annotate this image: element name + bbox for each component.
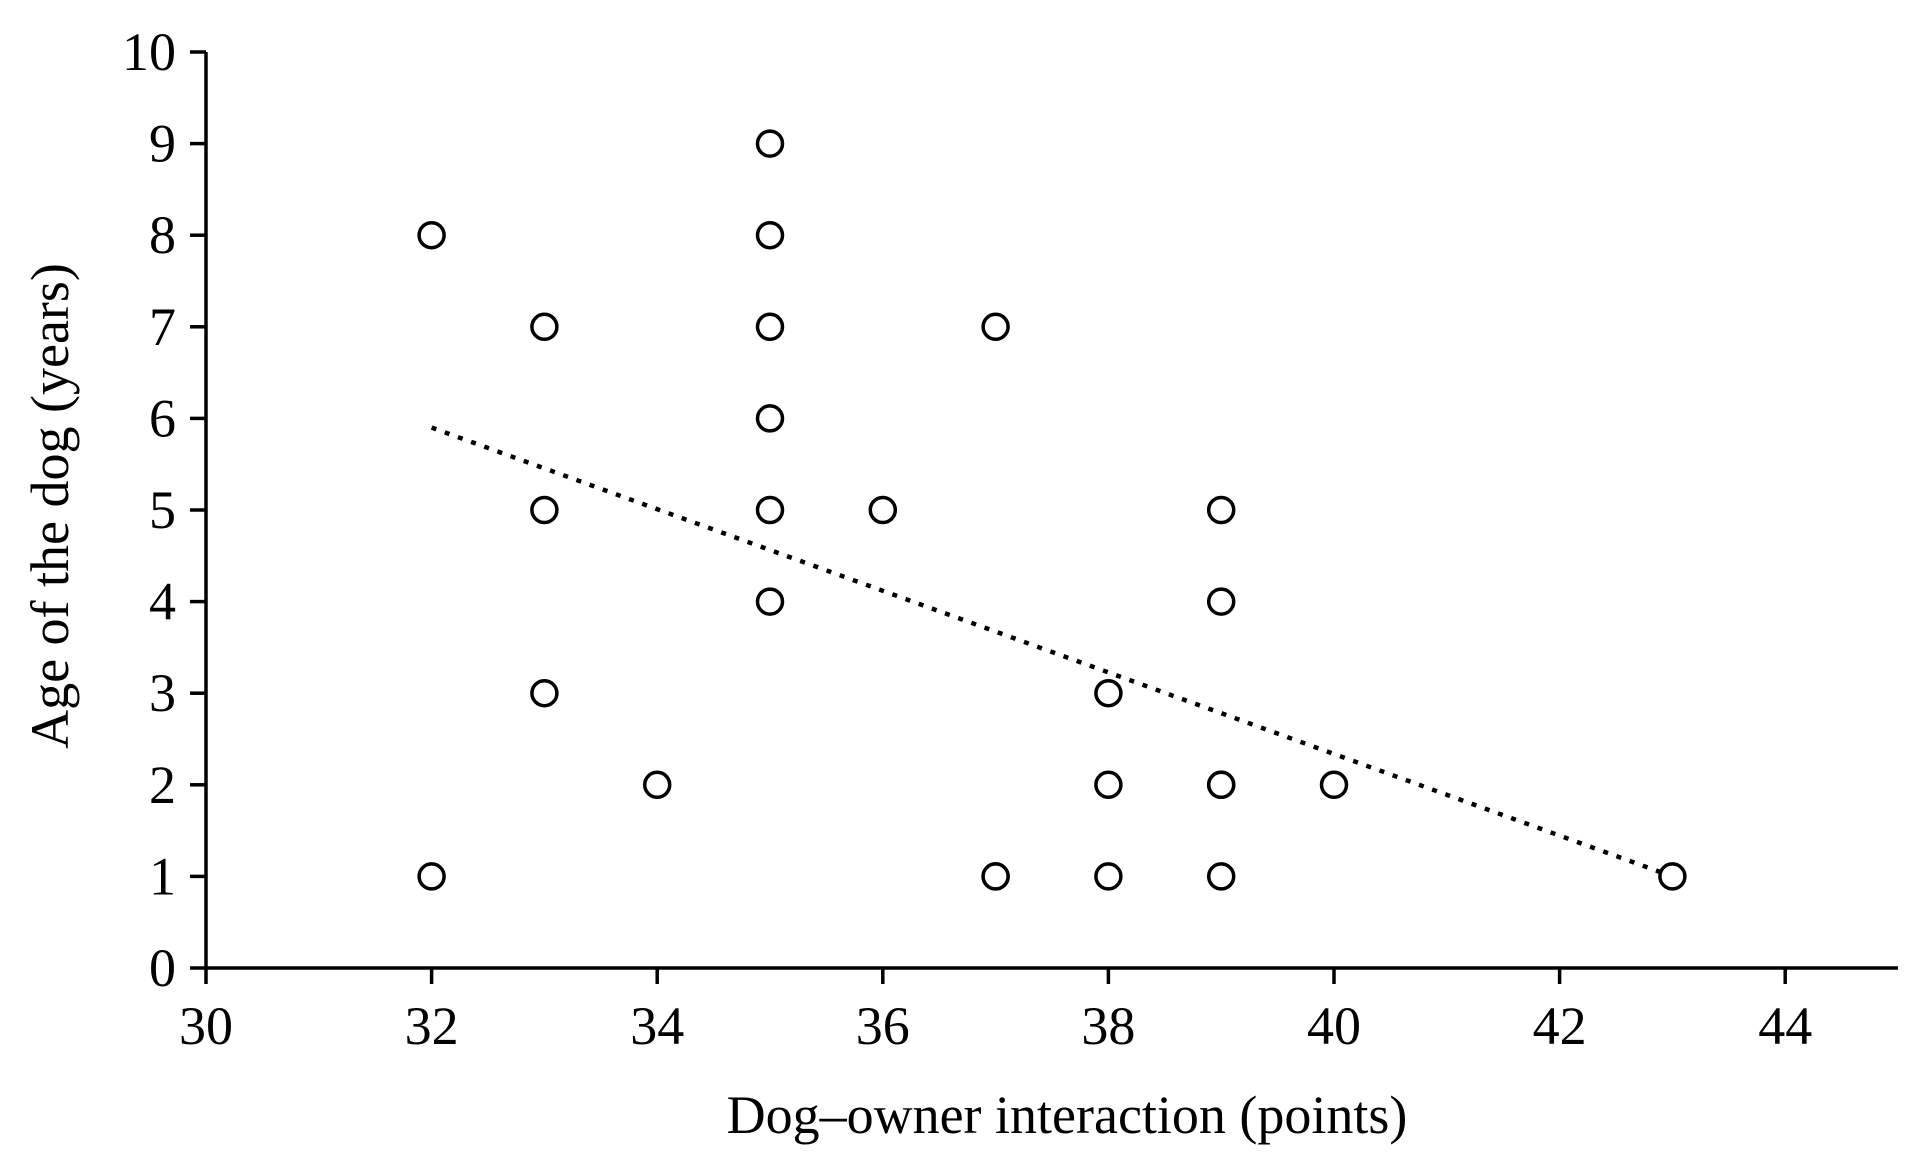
y-tick-label: 8 xyxy=(149,205,176,265)
x-tick-label: 40 xyxy=(1307,996,1361,1056)
trendline-layer xyxy=(430,425,1674,879)
x-tick-label: 44 xyxy=(1758,996,1812,1056)
y-tick-label: 9 xyxy=(149,114,176,174)
data-point xyxy=(981,312,1010,342)
data-point xyxy=(530,312,559,342)
data-point xyxy=(981,862,1010,891)
data-point xyxy=(1094,770,1123,800)
data-point xyxy=(417,220,446,250)
data-point xyxy=(755,129,785,158)
data-point xyxy=(530,495,559,525)
y-tick-label: 2 xyxy=(149,755,176,815)
y-tick-label: 7 xyxy=(149,297,176,357)
y-tick-label: 4 xyxy=(149,572,176,632)
y-tick-label: 1 xyxy=(149,846,176,906)
data-point xyxy=(868,495,898,525)
trendline xyxy=(430,425,1674,879)
data-point xyxy=(1094,862,1123,891)
y-tick-label: 5 xyxy=(149,480,176,540)
data-point xyxy=(755,404,785,433)
data-point xyxy=(530,678,559,708)
data-point xyxy=(1094,678,1123,708)
x-tick-label: 38 xyxy=(1081,996,1135,1056)
data-point xyxy=(1206,587,1236,616)
data-point xyxy=(1206,862,1236,891)
data-point xyxy=(642,770,672,800)
data-point xyxy=(1206,495,1236,525)
y-tick-label: 10 xyxy=(122,22,176,82)
x-tick-label: 32 xyxy=(405,996,459,1056)
data-point xyxy=(417,862,446,891)
x-tick-label: 30 xyxy=(179,996,233,1056)
data-point xyxy=(755,312,785,342)
y-axis-title: Age of the dog (years) xyxy=(20,263,80,749)
x-axis-title: Dog–owner interaction (points) xyxy=(727,1085,1408,1145)
data-point xyxy=(755,587,785,616)
y-tick-label: 0 xyxy=(149,938,176,998)
data-point xyxy=(755,220,785,250)
data-point xyxy=(1658,862,1687,891)
y-tick-label: 6 xyxy=(149,388,176,448)
x-tick-label: 42 xyxy=(1533,996,1587,1056)
x-tick-label: 34 xyxy=(630,996,684,1056)
x-tick-label: 36 xyxy=(856,996,910,1056)
points-layer xyxy=(417,129,1687,891)
data-point xyxy=(755,495,785,525)
data-point xyxy=(1206,770,1236,800)
data-point xyxy=(1319,770,1349,800)
y-tick-label: 3 xyxy=(149,663,176,723)
